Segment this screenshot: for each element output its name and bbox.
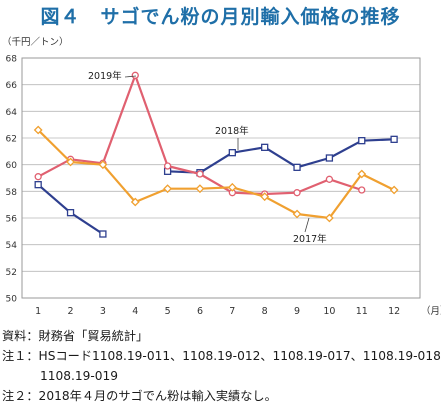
chart-series: [33, 71, 399, 238]
source-note: 資料：財務省「貿易統計」: [2, 329, 149, 343]
data-point: [260, 192, 270, 202]
x-tick-label: 1: [35, 306, 41, 317]
chart-grid: [22, 57, 420, 299]
data-point: [34, 173, 42, 181]
data-point: [195, 184, 205, 194]
y-tick-label: 60: [6, 161, 18, 171]
note-1-continued: 1108.19-019: [40, 369, 119, 383]
annotation-leader: [124, 75, 137, 78]
data-point: [99, 230, 107, 238]
x-tick-label: 2: [68, 306, 74, 317]
x-tick-label: 11: [356, 306, 368, 317]
notes: 資料：財務省「貿易統計」 注１：HSコード1108.19-011、1108.19…: [2, 326, 441, 406]
data-point: [163, 162, 172, 170]
data-point: [324, 213, 334, 223]
data-point: [293, 163, 301, 171]
data-point: [389, 185, 399, 195]
plot-frame: [21, 57, 421, 299]
data-point: [34, 181, 42, 189]
data-point: [131, 71, 139, 79]
x-tick-label: 4: [132, 306, 138, 317]
x-tick-label: 6: [197, 306, 203, 317]
x-tick-label: 12: [388, 306, 400, 317]
data-point: [227, 182, 237, 192]
data-point: [293, 189, 301, 197]
y-tick-label: 62: [6, 135, 17, 145]
y-tick-label: 66: [6, 81, 18, 91]
annotation-leader: [304, 217, 310, 233]
chart-labels: 2019年 2018年 2017年: [88, 70, 327, 245]
data-point: [325, 154, 334, 162]
x-tick-label: 8: [262, 306, 268, 317]
data-point: [357, 169, 367, 179]
note-1: 注１：HSコード1108.19-011、1108.19-012、1108.19-…: [2, 349, 441, 363]
note-2: 注２：2018年４月のサゴでん粉は輸入実績なし。: [2, 389, 277, 403]
y-tick-label: 54: [6, 241, 18, 251]
y-tick-label: 52: [6, 268, 17, 278]
series-line: [37, 129, 395, 220]
series-annotation: 2018年: [215, 125, 249, 137]
x-tick-label: 10: [323, 306, 335, 317]
data-point: [163, 184, 173, 194]
data-point: [33, 125, 43, 135]
data-point: [325, 175, 334, 183]
x-tick-label: 9: [294, 306, 300, 317]
data-point: [358, 137, 366, 145]
data-point: [66, 209, 75, 217]
y-axis-label: （千円／トン）: [2, 36, 69, 48]
x-tick-label: 7: [229, 306, 235, 317]
x-tick-label: 3: [100, 306, 106, 317]
y-tick-label: 50: [6, 295, 18, 305]
y-tick-label: 64: [6, 108, 18, 118]
data-point: [98, 160, 108, 170]
data-point: [130, 197, 140, 207]
data-point: [261, 143, 269, 151]
series-annotation: 2017年: [293, 233, 327, 245]
series-line: [167, 138, 395, 174]
x-tick-label: 5: [165, 306, 171, 317]
y-tick-label: 58: [6, 188, 18, 198]
chart-title: 図４ サゴでん粉の月別輸入価格の推移: [40, 6, 401, 28]
data-point: [66, 157, 75, 167]
data-point: [292, 209, 302, 219]
data-point: [390, 135, 398, 143]
y-tick-label: 68: [6, 55, 18, 65]
data-point: [358, 186, 366, 194]
x-axis-label: （月）: [421, 305, 441, 317]
data-point: [228, 149, 236, 157]
data-point: [196, 170, 204, 178]
y-tick-label: 56: [6, 215, 18, 225]
series-annotation: 2019年: [88, 70, 122, 82]
